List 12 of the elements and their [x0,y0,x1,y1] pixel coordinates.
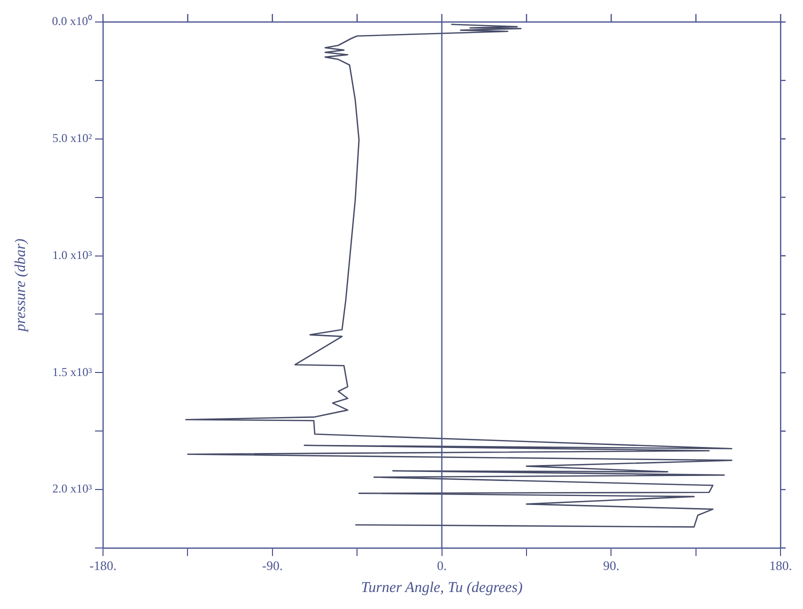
y-axis-title: pressure (dbar) [12,238,29,332]
y-tick-label: 5.0 x10² [52,131,92,146]
x-tick-label: 90. [603,558,620,574]
x-tick-label: 180. [769,558,792,574]
x-tick-label: 0. [436,558,447,574]
x-tick-label: -90. [262,558,283,574]
y-tick-label: 2.0 x10³ [52,482,92,496]
x-axis-title: Turner Angle, Tu (degrees) [360,580,523,596]
y-tick-label: 0.0 x10⁰ [52,14,92,28]
x-tick-label: -180. [89,558,117,574]
y-tick-label: 1.0 x10³ [52,248,92,262]
y-tick-label: 1.5 x10³ [52,364,92,379]
